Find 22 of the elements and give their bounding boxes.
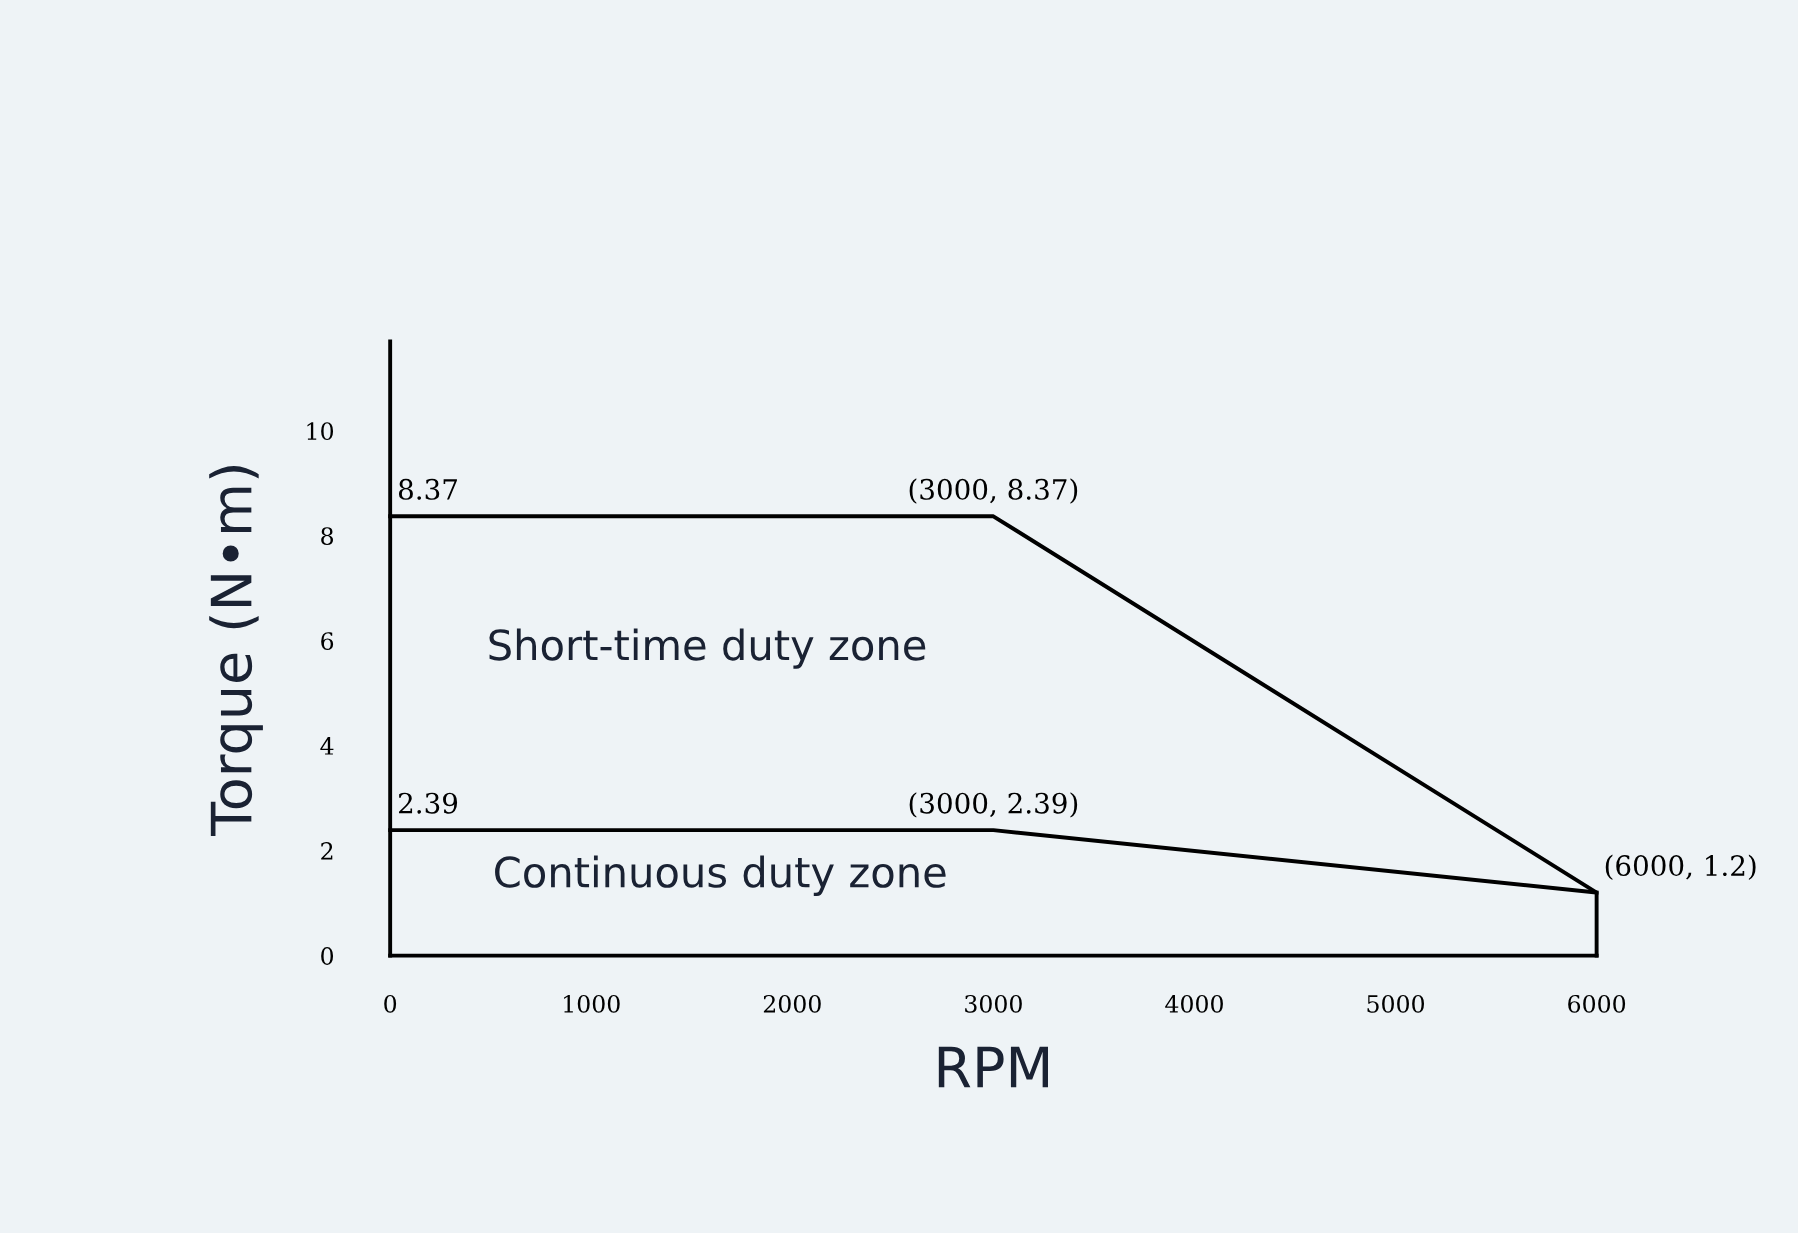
- y-tick-label: 10: [307, 422, 334, 441]
- annotation: Continuous duty zone: [495, 855, 946, 896]
- x-tick-label: 1000: [564, 994, 620, 1013]
- x-tick-label: 0: [384, 994, 397, 1013]
- annotation: (3000, 8.37): [909, 478, 1078, 504]
- x-tick-label: 5000: [1367, 994, 1425, 1013]
- x-tick-label: 3000: [965, 994, 1022, 1013]
- x-axis-title: RPM: [938, 1046, 1048, 1088]
- y-tick-label: 6: [321, 632, 334, 650]
- x-tick-label: 6000: [1568, 994, 1626, 1013]
- annotation: 8.37: [398, 478, 457, 500]
- annotation: (3000, 2.39): [909, 792, 1078, 818]
- y-tick-label: 0: [321, 947, 334, 965]
- x-tick-label: 2000: [763, 994, 821, 1013]
- y-axis-title: Torque (N•m): [209, 466, 263, 836]
- y-tick-label: 4: [320, 737, 334, 755]
- annotation: Short-time duty zone: [489, 628, 926, 669]
- annotation: 2.39: [398, 792, 458, 814]
- annotation: (6000, 1.2): [1605, 854, 1756, 881]
- x-tick-label: 4000: [1165, 994, 1223, 1013]
- y-tick-label: 8: [321, 527, 334, 546]
- y-tick-label: 2: [321, 842, 333, 860]
